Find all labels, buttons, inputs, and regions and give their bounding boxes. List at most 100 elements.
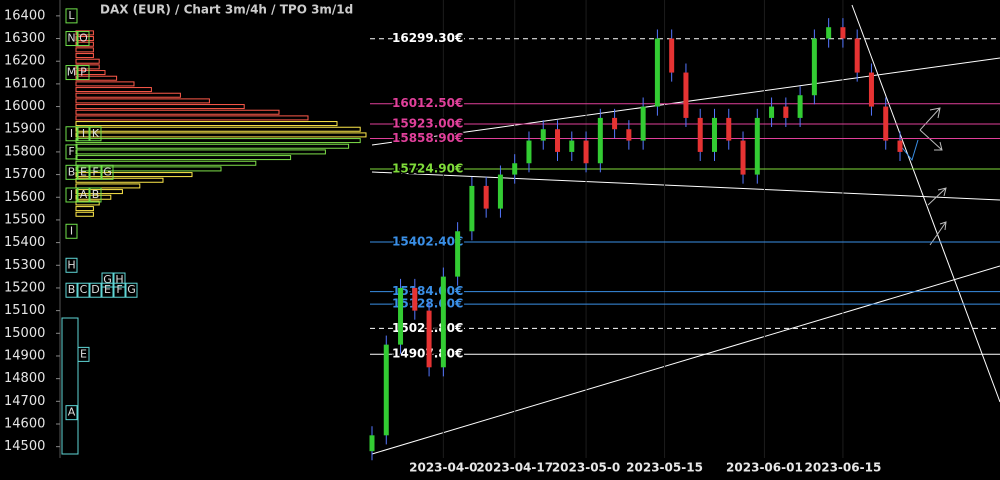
tpo-letter: I (70, 224, 73, 237)
tpo-cell (65, 405, 78, 421)
candle-body (569, 140, 575, 152)
x-tick-label: 2023-04-17 (476, 461, 553, 475)
tpo-cell (77, 346, 90, 362)
arrow (929, 221, 947, 246)
profile-bar (75, 189, 123, 195)
tpo-letter: G (127, 283, 136, 296)
candle-body (497, 174, 503, 209)
profile-bar (75, 121, 338, 127)
y-tick-label: 15000 (4, 326, 45, 341)
y-tick-label: 15900 (4, 122, 45, 137)
tpo-letter: F (68, 145, 74, 158)
y-tick-label: 14700 (4, 394, 45, 409)
projection-arrows (919, 107, 947, 246)
profile-bar (75, 36, 94, 42)
tpo-cell (101, 282, 114, 298)
candle-body (654, 38, 660, 107)
tpo-letter: J (69, 188, 73, 201)
tpo-letter: B (92, 188, 100, 201)
tpo-cell (77, 164, 90, 180)
tpo-cell (65, 282, 78, 298)
profile-bar (75, 143, 350, 149)
level-label: 15858.90€ (392, 131, 463, 145)
y-tick-label: 15800 (4, 144, 45, 159)
tpo-letter: N (67, 32, 75, 45)
profile-bar (75, 160, 257, 166)
level-label: 15724.90€ (392, 161, 463, 175)
profile-bar (75, 92, 181, 98)
tpo-cell (101, 272, 114, 288)
x-tick-label: 2023-06-01 (726, 461, 803, 475)
y-tick-label: 15200 (4, 280, 45, 295)
tpo-cell (65, 187, 78, 203)
tpo-letter: P (80, 66, 87, 79)
profile-bar (75, 81, 135, 87)
tpo-letter: H (67, 258, 75, 271)
profile-bar (75, 41, 94, 47)
candle-body (868, 72, 874, 107)
y-tick-label: 15300 (4, 258, 45, 273)
profile-bar (75, 64, 100, 70)
candle-body (540, 129, 546, 141)
profile-bar (75, 183, 141, 189)
tpo-cell (89, 282, 102, 298)
profile-bar (75, 58, 100, 64)
tpo-letter: G (103, 273, 112, 286)
profile-bar (75, 47, 94, 53)
profile-bar (75, 177, 164, 183)
profile-bar (75, 104, 245, 110)
candle-body (597, 117, 603, 164)
profile-bar (75, 211, 94, 217)
tpo-letter: A (68, 406, 76, 419)
tpo-letter: D (91, 283, 99, 296)
tpo-cell (89, 126, 102, 142)
projection-arrow (899, 139, 919, 162)
tpo-letter: I (70, 127, 73, 140)
tpo-letter: F (116, 283, 122, 296)
profile-bar (75, 30, 94, 36)
candle-body (426, 310, 432, 368)
tpo-cell (77, 31, 90, 47)
arrow (927, 187, 947, 206)
candle-body (383, 344, 389, 436)
tpo-cell (113, 282, 126, 298)
tpo-letter: C (80, 283, 88, 296)
candle-body (854, 38, 860, 73)
tpo-letter: O (79, 32, 88, 45)
tpo-cell (65, 223, 78, 239)
candle-body (669, 38, 675, 73)
y-tick-label: 16000 (4, 99, 45, 114)
tpo-letter: E (80, 347, 87, 360)
y-tick-label: 14800 (4, 371, 45, 386)
tpo-cell (65, 65, 78, 81)
level-label: 15402.40€ (392, 235, 463, 249)
profile-bar (75, 87, 152, 93)
profile-bar (75, 200, 100, 206)
candle-body (526, 140, 532, 164)
tpo-letter: G (103, 165, 112, 178)
tpo-letter: B (68, 165, 76, 178)
y-tick-label: 14500 (4, 439, 45, 454)
tpo-cell (65, 126, 78, 142)
tpo-cell (77, 126, 90, 142)
profile-bar (75, 115, 309, 121)
profile-bar (75, 53, 94, 59)
x-tick-label: 2023-05-15 (626, 461, 703, 475)
tpo-cell (77, 187, 90, 203)
y-tick-label: 16300 (4, 31, 45, 46)
candle-body (726, 117, 732, 141)
candle-body (840, 27, 846, 39)
profile-bar (75, 149, 326, 155)
candle-body (740, 140, 746, 175)
tpo-cell (65, 257, 78, 273)
tpo-cell (113, 272, 126, 288)
tpo-cell (77, 65, 90, 81)
profile-bar (75, 206, 94, 212)
tpo-letter: K (92, 127, 100, 140)
tpo-cell (65, 31, 78, 47)
level-label: 16299.30€ (392, 31, 463, 45)
tpo-letter: E (104, 283, 111, 296)
y-tick-label: 16200 (4, 54, 45, 69)
y-tick-label: 16400 (4, 8, 45, 23)
